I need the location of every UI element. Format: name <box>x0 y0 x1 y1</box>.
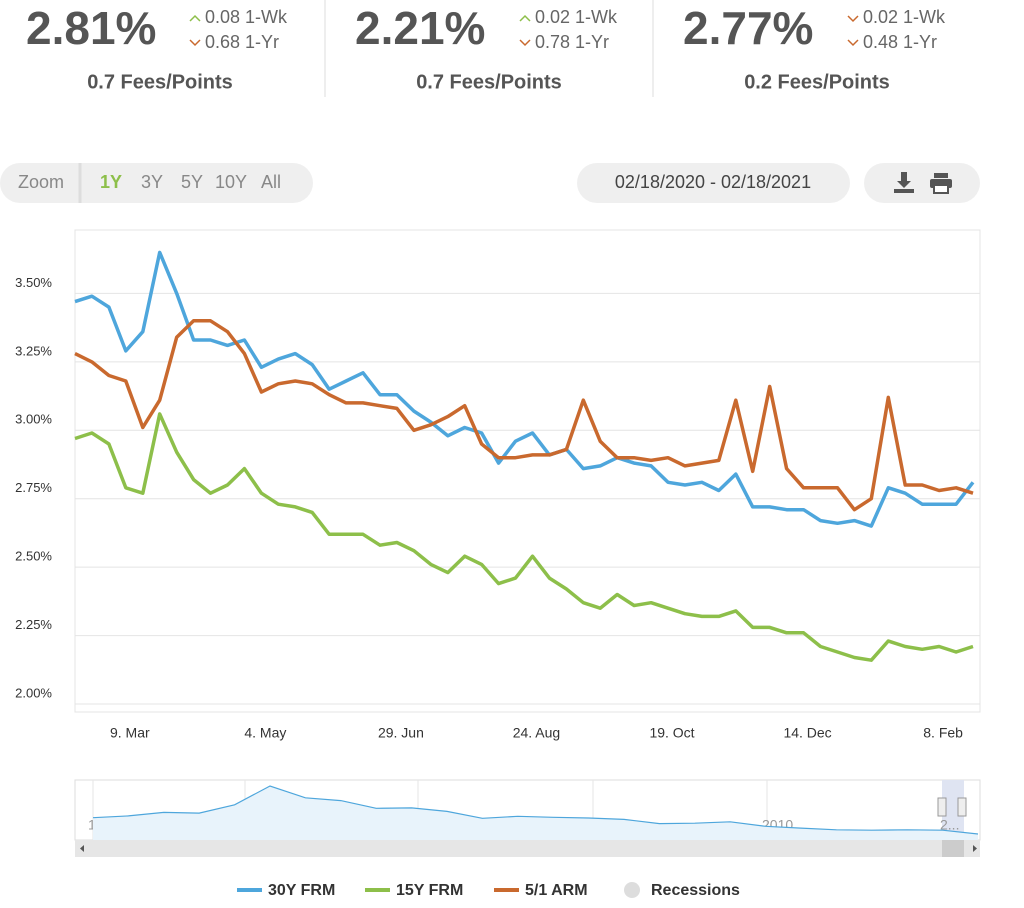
legend-label: 30Y FRM <box>268 882 335 899</box>
x-tick-label: 19. Oct <box>649 725 694 741</box>
year-change: 0.78 1-Yr <box>535 32 609 52</box>
navigator-label: 2... <box>940 817 959 833</box>
y-tick-label: 2.25% <box>15 617 52 632</box>
down-arrow <box>847 15 859 23</box>
fees: 0.7 Fees/Points <box>416 71 562 93</box>
zoom-option[interactable]: All <box>261 172 281 192</box>
fees: 0.2 Fees/Points <box>744 71 890 93</box>
series-line <box>74 412 974 662</box>
scroll-right[interactable] <box>973 845 977 852</box>
date-range-text: 02/18/2020 - 02/18/2021 <box>615 172 811 192</box>
tools <box>864 163 980 203</box>
x-tick-label: 24. Aug <box>513 725 561 741</box>
week-change: 0.08 1-Wk <box>205 7 288 27</box>
down-arrow <box>519 39 531 47</box>
navigator-handle[interactable] <box>937 797 947 817</box>
y-tick-label: 3.50% <box>15 275 52 290</box>
zoom-option[interactable]: 1Y <box>100 172 122 192</box>
navigator-area <box>93 786 978 840</box>
legend-marker <box>624 882 640 898</box>
scroll-left[interactable] <box>80 845 84 852</box>
zoom-option[interactable]: 10Y <box>215 172 247 192</box>
series-line <box>74 250 975 528</box>
stat-card: 2.81% 0.08 1-Wk 0.68 1-Yr 0.7 Fees/Point… <box>26 2 288 93</box>
year-change: 0.68 1-Yr <box>205 32 279 52</box>
zoom-bar <box>0 163 313 203</box>
legend-label[interactable]: Recessions <box>651 882 740 899</box>
download-icon[interactable] <box>894 172 914 193</box>
up-arrow <box>519 14 531 22</box>
rate: 2.81% <box>26 2 156 54</box>
y-tick-label: 2.75% <box>15 480 52 495</box>
plot-area <box>74 229 981 713</box>
stat-card: 2.77% 0.02 1-Wk 0.48 1-Yr 0.2 Fees/Point… <box>683 2 946 93</box>
navigator-line <box>92 785 979 835</box>
zoom-option[interactable]: 5Y <box>181 172 203 192</box>
zoom-label: Zoom <box>18 172 64 192</box>
y-tick-label: 2.00% <box>15 685 52 700</box>
navigator-handle[interactable] <box>957 797 967 817</box>
series-line <box>74 319 974 512</box>
stat-card: 2.21% 0.02 1-Wk 0.78 1-Yr 0.7 Fees/Point… <box>355 2 618 93</box>
down-arrow <box>847 39 859 47</box>
x-tick-label: 14. Dec <box>783 725 831 741</box>
rate: 2.77% <box>683 2 813 54</box>
y-tick-label: 3.25% <box>15 343 52 358</box>
year-change: 0.48 1-Yr <box>863 32 937 52</box>
fees: 0.7 Fees/Points <box>87 71 233 93</box>
legend-label: 5/1 ARM <box>525 882 588 899</box>
rate: 2.21% <box>355 2 485 54</box>
print-icon[interactable] <box>930 173 952 194</box>
legend-label: 15Y FRM <box>396 882 463 899</box>
week-change: 0.02 1-Wk <box>535 7 618 27</box>
x-tick-label: 8. Feb <box>923 725 963 741</box>
x-tick-label: 29. Jun <box>378 725 424 741</box>
zoom-option[interactable]: 3Y <box>141 172 163 192</box>
week-change: 0.02 1-Wk <box>863 7 946 27</box>
scrollbar-thumb[interactable] <box>942 840 964 857</box>
y-tick-label: 3.00% <box>15 412 52 427</box>
x-tick-label: 9. Mar <box>110 725 150 741</box>
y-tick-label: 2.50% <box>15 549 52 564</box>
scrollbar[interactable] <box>75 840 980 857</box>
up-arrow <box>189 14 201 22</box>
x-tick-label: 4. May <box>244 725 286 741</box>
down-arrow <box>189 39 201 47</box>
date-range[interactable] <box>577 163 850 203</box>
navigator-window[interactable] <box>942 780 964 840</box>
